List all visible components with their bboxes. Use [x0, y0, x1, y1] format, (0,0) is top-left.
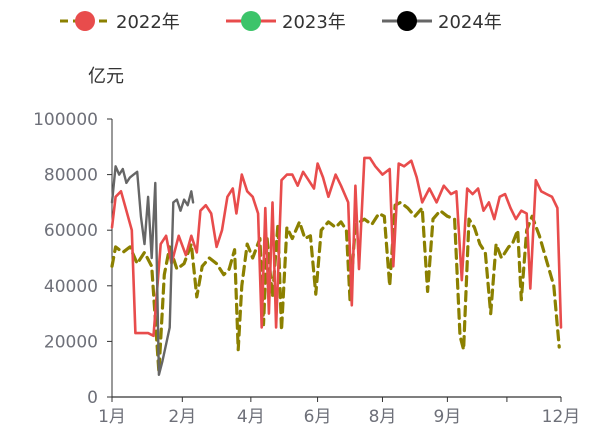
series-layer [110, 156, 563, 376]
y-tick-label: 60000 [44, 221, 98, 241]
legend-marker-icon [75, 11, 95, 31]
y-tick-label: 100000 [33, 110, 98, 130]
series-line-2024 [110, 165, 195, 376]
legend-label-2023: 2023年 [282, 12, 346, 33]
legend-item-2022[interactable]: 2022年 [60, 11, 180, 33]
x-tick-label: 12月 [542, 407, 581, 427]
legend: 2022年 2023年 2024年 [60, 11, 502, 33]
legend-label-2022: 2022年 [116, 12, 180, 33]
x-tick-label: 6月 [304, 407, 332, 427]
x-axis: 1月 2月 4月 6月 8月 9月 12月 [98, 396, 581, 427]
x-tick-label: 1月 [98, 407, 126, 427]
y-tick-label: 80000 [44, 166, 98, 186]
series-line-2022 [110, 200, 561, 374]
x-tick-label: 9月 [433, 407, 461, 427]
x-tick-label: 4月 [237, 407, 265, 427]
legend-marker-icon [241, 11, 261, 31]
x-tick-label: 8月 [369, 407, 397, 427]
y-axis-unit-label: 亿元 [88, 66, 124, 87]
x-tick-label: 2月 [168, 407, 196, 427]
series-line-2023 [110, 156, 563, 338]
y-tick-label: 40000 [44, 277, 98, 297]
y-axis: 0 20000 40000 60000 80000 100000 [33, 110, 113, 408]
legend-item-2024[interactable]: 2024年 [382, 11, 502, 33]
legend-item-2023[interactable]: 2023年 [226, 11, 346, 33]
y-tick-label: 0 [87, 388, 98, 408]
legend-label-2024: 2024年 [438, 12, 502, 33]
legend-marker-icon [397, 11, 417, 31]
y-tick-label: 20000 [44, 332, 98, 352]
